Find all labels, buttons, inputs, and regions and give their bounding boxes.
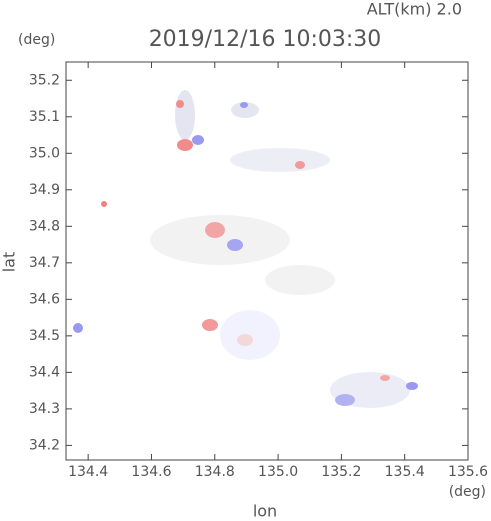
y-axis-label: lat (0, 252, 19, 273)
y-tick-label: 34.7 (29, 255, 60, 271)
y-unit: (deg) (18, 32, 55, 48)
echo-blobs (73, 90, 418, 408)
y-tick-label: 34.6 (29, 291, 60, 307)
chart-title: 2019/12/16 10:03:30 (149, 27, 382, 52)
plot-frame (65, 61, 469, 461)
x-tick-label: 134.4 (68, 464, 108, 480)
x-tick-label: 134.8 (195, 464, 235, 480)
altitude-label: ALT(km) 2.0 (367, 0, 462, 19)
x-tick-label: 135.4 (385, 464, 425, 480)
y-tick-label: 34.9 (29, 182, 60, 198)
x-tick-label: 134.6 (131, 464, 171, 480)
y-tick-label: 34.5 (29, 328, 60, 344)
y-tick-label: 34.2 (29, 437, 60, 453)
y-tick-label: 34.3 (29, 401, 60, 417)
y-tick-label: 35.0 (29, 145, 60, 161)
x-tick-label: 135.6 (448, 464, 488, 480)
x-axis-label: lon (253, 502, 277, 521)
y-tick-label: 34.4 (29, 364, 60, 380)
x-tick-label: 135.0 (258, 464, 298, 480)
x-tick-label: 135.2 (321, 464, 361, 480)
y-tick-label: 35.2 (29, 72, 60, 88)
y-tick-label: 35.1 (29, 109, 60, 125)
y-tick-label: 34.8 (29, 218, 60, 234)
x-unit: (deg) (449, 484, 486, 500)
